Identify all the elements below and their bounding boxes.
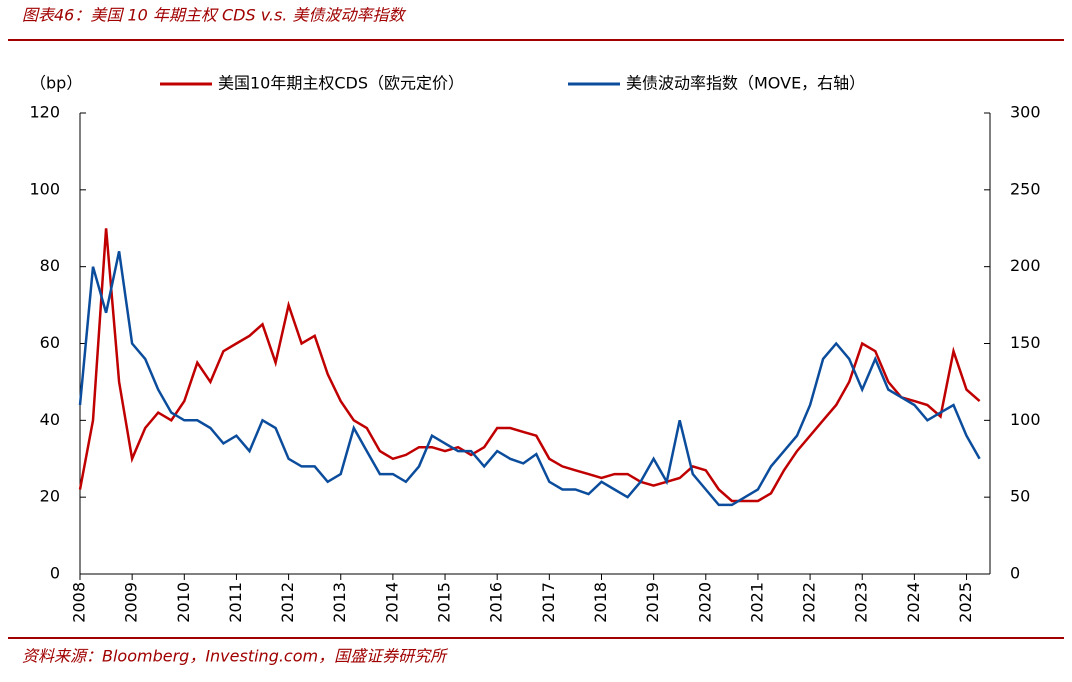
series-line xyxy=(78,251,981,507)
y-tick-label: 120 xyxy=(29,103,60,122)
x-tick-label: 2011 xyxy=(226,582,245,623)
x-tick-label: 2016 xyxy=(487,582,506,623)
y2-tick-label: 100 xyxy=(1010,410,1041,429)
x-tick-label: 2023 xyxy=(852,582,871,623)
y-tick-label: 40 xyxy=(40,410,60,429)
x-tick-label: 2012 xyxy=(278,582,297,623)
x-tick-label: 2020 xyxy=(695,582,714,623)
source: 资料来源：Bloomberg，Investing.com，国盛证券研究所 xyxy=(22,647,449,666)
legend-label: 美国10年期主权CDS（欧元定价） xyxy=(218,74,464,93)
x-tick-label: 2014 xyxy=(382,582,401,623)
x-tick-label: 2025 xyxy=(956,582,975,623)
y2-tick-label: 200 xyxy=(1010,256,1041,275)
x-tick-label: 2017 xyxy=(539,582,558,623)
y-axis-label: （bp） xyxy=(30,74,82,93)
y-tick-label: 0 xyxy=(50,564,60,583)
legend-label: 美债波动率指数（MOVE，右轴） xyxy=(626,74,865,93)
x-tick-label: 2015 xyxy=(435,582,454,623)
x-tick-label: 2022 xyxy=(800,582,819,623)
x-tick-label: 2018 xyxy=(591,582,610,623)
y-tick-label: 100 xyxy=(29,179,60,198)
x-tick-label: 2021 xyxy=(747,582,766,623)
y2-tick-label: 0 xyxy=(1010,564,1020,583)
x-tick-label: 2024 xyxy=(904,582,923,623)
y2-tick-label: 250 xyxy=(1010,179,1041,198)
y2-tick-label: 150 xyxy=(1010,333,1041,352)
x-tick-label: 2008 xyxy=(70,582,89,623)
chart-title: 图表46：美国 10 年期主权 CDS v.s. 美债波动率指数 xyxy=(22,6,406,25)
x-tick-label: 2013 xyxy=(330,582,349,623)
y-tick-label: 80 xyxy=(40,256,60,275)
x-tick-label: 2010 xyxy=(174,582,193,623)
y2-tick-label: 50 xyxy=(1010,487,1030,506)
series-line xyxy=(78,228,981,503)
y-tick-label: 60 xyxy=(40,333,60,352)
x-tick-label: 2019 xyxy=(643,582,662,623)
x-tick-label: 2009 xyxy=(122,582,141,623)
y2-tick-label: 300 xyxy=(1010,103,1041,122)
y-tick-label: 20 xyxy=(40,487,60,506)
